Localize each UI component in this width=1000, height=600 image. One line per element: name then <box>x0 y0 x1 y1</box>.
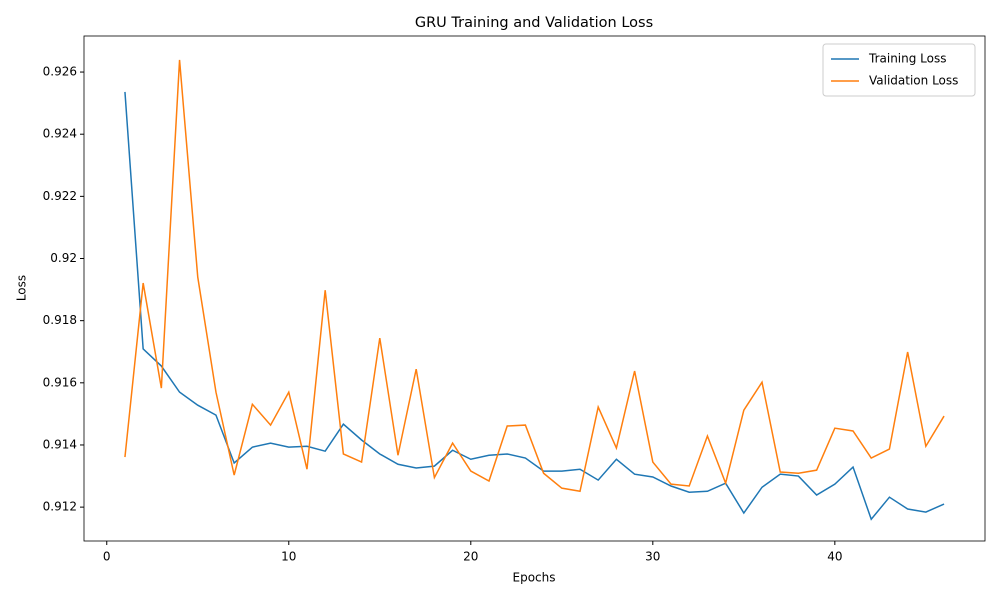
line-series <box>124 91 945 521</box>
plot-frame <box>83 35 986 542</box>
x-tick-label: 0 <box>103 550 111 564</box>
x-axis-label: Epochs <box>513 571 556 585</box>
x-tick-label: 30 <box>645 550 660 564</box>
y-axis-label: Loss <box>15 275 29 301</box>
y-tick-label: 0.922 <box>43 189 77 203</box>
y-tick-label: 0.912 <box>43 500 77 514</box>
legend-label: Validation Loss <box>869 74 958 88</box>
x-tick-label: 10 <box>281 550 296 564</box>
x-tick-label: 40 <box>827 550 842 564</box>
y-tick-label: 0.918 <box>43 313 77 327</box>
y-tick-label: 0.924 <box>43 127 77 141</box>
y-tick-label: 0.914 <box>43 437 77 451</box>
y-tick-label: 0.92 <box>50 251 77 265</box>
line-series <box>124 59 945 493</box>
x-tick-label: 20 <box>463 550 478 564</box>
legend-label: Training Loss <box>868 52 946 66</box>
legend-box <box>822 43 976 97</box>
y-tick-label: 0.916 <box>43 375 77 389</box>
y-tick-label: 0.926 <box>43 65 77 79</box>
chart-title: GRU Training and Validation Loss <box>415 15 653 31</box>
